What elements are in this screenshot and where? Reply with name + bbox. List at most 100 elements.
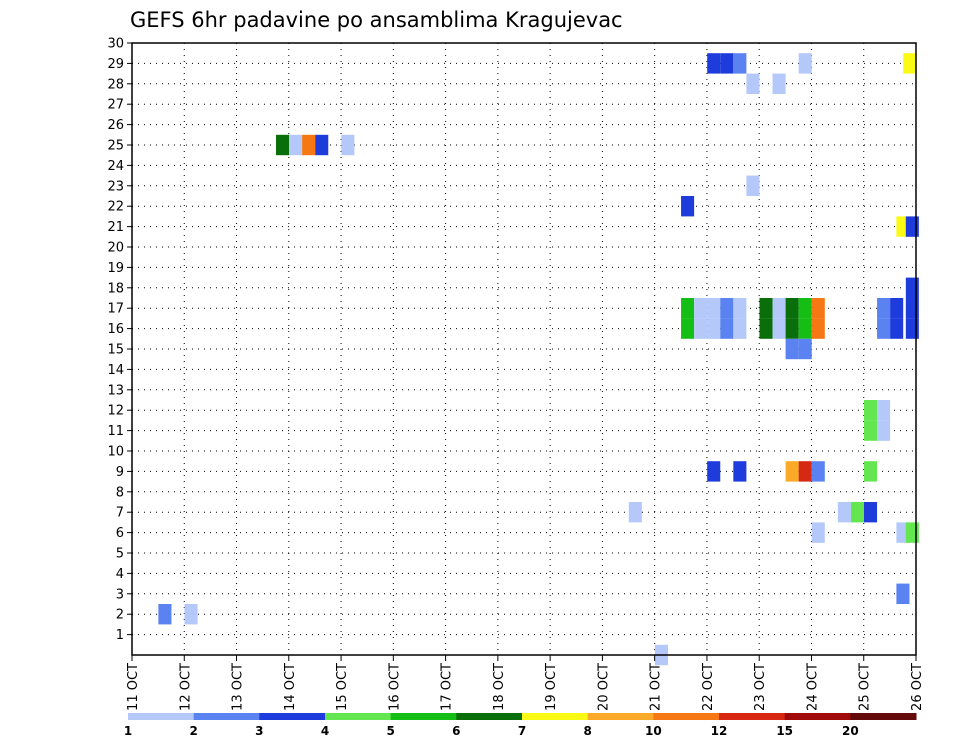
x-tick-label: 16 OCT: [387, 663, 402, 711]
colorbar-label: 7: [518, 724, 526, 738]
colorbar-label: 8: [583, 724, 591, 738]
y-tick-label: 14: [107, 363, 124, 378]
precip-cell: [341, 134, 355, 156]
y-tick-label: 4: [116, 567, 124, 582]
precip-cell: [863, 502, 878, 523]
y-tick-label: 21: [107, 220, 124, 235]
x-tick-label: 25 OCT: [858, 663, 873, 711]
precip-cell: [720, 318, 734, 339]
y-tick-label: 20: [107, 241, 124, 256]
precip-cell: [798, 318, 812, 339]
precip-cell: [733, 318, 747, 339]
precip-cell: [289, 134, 303, 156]
x-tick-label: 17 OCT: [440, 663, 455, 711]
precip-cell: [772, 298, 786, 319]
y-tick-label: 18: [107, 281, 124, 296]
precip-cell: [785, 318, 799, 339]
precip-cell: [720, 53, 734, 74]
y-tick-label: 28: [107, 77, 124, 92]
precip-cell: [694, 318, 708, 339]
precip-cell: [759, 318, 773, 339]
colorbar-swatch: [522, 713, 589, 720]
y-tick-label: 13: [107, 383, 124, 398]
colorbar-swatch: [784, 713, 851, 720]
precip-cell: [746, 73, 760, 94]
y-tick-label: 10: [107, 445, 124, 460]
precip-cell: [720, 298, 734, 319]
precip-cell: [877, 318, 891, 339]
precip-cell: [905, 318, 919, 339]
precip-cell: [798, 461, 812, 482]
precip-cell: [798, 53, 812, 74]
y-tick-label: 19: [107, 261, 124, 276]
precip-cell: [811, 522, 825, 543]
colorbar-swatch: [259, 713, 326, 720]
precip-cell: [811, 318, 825, 339]
precip-cell: [158, 604, 172, 625]
colorbar-legend: 1 2 3 4 5 6 7 8 10 12 15 20: [124, 713, 917, 738]
precip-cell: [850, 502, 864, 523]
y-tick-label: 26: [107, 118, 124, 133]
y-tick-label: 17: [107, 302, 124, 317]
precip-cell: [681, 318, 695, 339]
colorbar-label: 2: [189, 724, 197, 738]
colorbar-swatch: [325, 713, 392, 720]
colorbar-label: 1: [124, 724, 132, 738]
colorbar-label: 20: [842, 724, 859, 738]
y-tick-label: 15: [107, 343, 124, 358]
y-tick-label: 3: [116, 587, 124, 602]
x-tick-label: 11 OCT: [126, 663, 141, 711]
x-tick-label: 12 OCT: [178, 663, 193, 711]
x-tick-label: 26 OCT: [910, 663, 925, 711]
precip-cell: [772, 318, 786, 339]
precip-cell: [863, 420, 878, 441]
y-tick-label: 1: [116, 628, 124, 643]
y-tick-label: 12: [107, 404, 124, 419]
precip-cell: [759, 298, 773, 319]
colorbar-swatch: [850, 713, 917, 720]
y-tick-label: 29: [107, 57, 124, 72]
precip-cell: [707, 298, 721, 319]
precip-cell: [707, 461, 721, 482]
precip-cell: [811, 461, 825, 482]
y-tick-label: 27: [107, 98, 124, 113]
colorbar-label: 4: [321, 724, 329, 738]
precip-cell: [772, 73, 786, 94]
precip-cell: [184, 604, 198, 625]
precip-cell: [707, 318, 721, 339]
precip-cell: [877, 400, 891, 421]
precip-cell: [905, 216, 919, 237]
y-tick-label: 7: [116, 506, 124, 521]
x-axis: 11 OCT 12 OCT 13 OCT 14 OCT 15 OCT 16 OCT 17 O…: [126, 655, 925, 711]
precip-cell: [733, 53, 747, 74]
colorbar-swatch: [128, 713, 195, 720]
precip-cell: [694, 298, 708, 319]
precip-cell: [837, 502, 851, 523]
precip-cell: [890, 318, 904, 339]
colorbar-swatch: [587, 713, 654, 720]
precip-cell: [785, 461, 799, 482]
precip-cell: [798, 338, 812, 360]
data-cells: [158, 53, 919, 666]
precip-cell: [785, 298, 799, 319]
colorbar-swatch: [456, 713, 523, 720]
precip-cell: [707, 53, 721, 74]
colorbar-label: 6: [452, 724, 460, 738]
chart-title: GEFS 6hr padavine po ansamblima Kragujev…: [130, 8, 623, 32]
precip-cell: [905, 298, 919, 319]
y-tick-label: 5: [116, 547, 124, 562]
colorbar-label: 3: [255, 724, 263, 738]
y-tick-label: 23: [107, 179, 124, 194]
colorbar-label: 5: [386, 724, 394, 738]
precip-cell: [733, 298, 747, 319]
x-tick-label: 24 OCT: [805, 663, 820, 711]
y-tick-label: 6: [116, 526, 124, 541]
precip-cell: [877, 420, 891, 441]
y-tick-label: 2: [116, 608, 124, 623]
precip-cell: [905, 522, 919, 543]
precip-cell: [798, 298, 812, 319]
precip-cell: [681, 298, 695, 319]
precip-cell: [896, 583, 910, 604]
precip-cell: [811, 298, 825, 319]
x-tick-label: 18 OCT: [492, 663, 507, 711]
